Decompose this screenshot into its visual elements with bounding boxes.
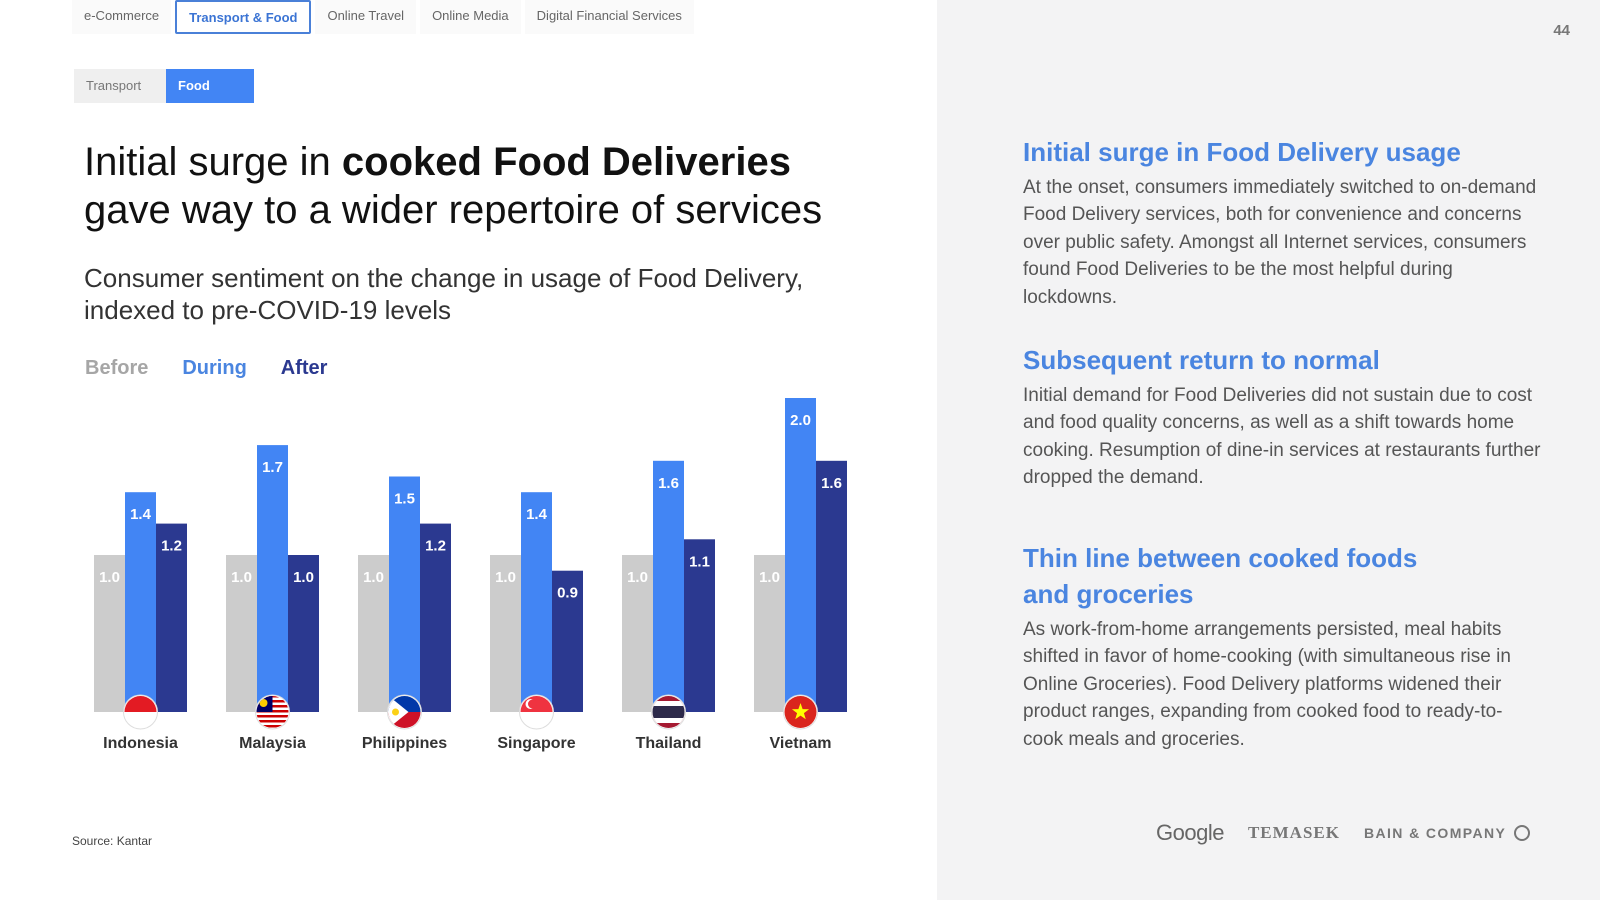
category-label-thailand: Thailand [636, 735, 702, 752]
subtab-transport[interactable]: Transport [74, 69, 166, 103]
bar-chart: 1.0 1.4 1.2 Indonesia 1.0 1.7 1.0 Malaysia 1.0 1.… [94, 398, 847, 752]
chart-legend: Before During After [85, 357, 361, 380]
bar-before-philippines [358, 555, 389, 712]
bar-label-after-thailand: 1.1 [689, 553, 710, 570]
category-label-malaysia: Malaysia [239, 735, 306, 752]
bar-during-singapore [521, 492, 552, 712]
bar-after-vietnam [816, 460, 847, 712]
legend-during: During [182, 357, 247, 379]
indonesia-flag-icon-art [124, 696, 157, 728]
insight-section-3: Thin line between cooked foods and groce… [1023, 540, 1523, 753]
insight-body-3: As work-from-home arrangements persisted… [1023, 619, 1511, 750]
bain-mark-icon [1514, 825, 1531, 841]
bar-label-after-singapore: 0.9 [557, 585, 578, 602]
legend-before: Before [85, 357, 149, 379]
bar-before-malaysia [226, 555, 257, 712]
bar-after-singapore [552, 570, 583, 712]
thailand-flag-icon-art [652, 696, 685, 728]
tab-transport-food[interactable]: Transport & Food [175, 0, 312, 34]
tab-ecommerce[interactable]: e-Commerce [72, 0, 172, 34]
bar-label-before-singapore: 1.0 [495, 569, 516, 586]
bar-label-during-malaysia: 1.7 [262, 459, 283, 476]
insight-title-2: Subsequent return to normal [1023, 345, 1380, 375]
bar-during-thailand [653, 460, 684, 712]
bain-logo: BAIN & COMPANY [1363, 825, 1531, 841]
bar-label-during-singapore: 1.4 [526, 506, 548, 523]
singapore-flag-icon-art [520, 696, 553, 728]
insight-title-3: Thin line between cooked foods and groce… [1023, 543, 1418, 609]
bar-label-before-vietnam: 1.0 [759, 569, 780, 586]
source-note: Source: Kantar [72, 834, 153, 848]
bar-label-after-vietnam: 1.6 [821, 475, 842, 492]
bar-label-before-thailand: 1.0 [627, 569, 648, 586]
bar-during-indonesia [125, 492, 156, 712]
bar-label-during-vietnam: 2.0 [790, 412, 811, 429]
bar-label-before-indonesia: 1.0 [99, 569, 120, 586]
temasek-logo: TEMASEK [1247, 823, 1340, 842]
philippines-flag-icon-art [388, 696, 421, 728]
bar-label-before-malaysia: 1.0 [231, 569, 252, 586]
bar-label-before-philippines: 1.0 [363, 569, 384, 586]
insight-body-2: Initial demand for Food Deliveries did n… [1023, 385, 1541, 489]
main-panel: e-Commerce Transport & Food Online Trave… [72, 0, 884, 848]
bar-label-during-thailand: 1.6 [658, 475, 679, 492]
category-label-singapore: Singapore [497, 735, 575, 752]
category-tabs: e-Commerce Transport & Food Online Trave… [72, 0, 694, 34]
insight-section-1: Initial surge in Food Delivery usage At … [1023, 134, 1543, 311]
bar-before-thailand [622, 555, 653, 712]
bar-before-indonesia [94, 555, 125, 712]
bar-label-during-philippines: 1.5 [394, 491, 415, 508]
bar-during-malaysia [257, 445, 288, 712]
partner-logos: Google TEMASEK BAIN & COMPANY [1156, 818, 1531, 848]
sub-tabs: Transport Food [74, 69, 254, 103]
category-label-philippines: Philippines [362, 735, 447, 752]
bar-during-vietnam [785, 398, 816, 712]
insight-section-2: Subsequent return to normal Initial dema… [1023, 342, 1543, 492]
category-label-vietnam: Vietnam [770, 735, 832, 752]
insight-body-1: At the onset, consumers immediately swit… [1023, 177, 1537, 308]
vietnam-flag-icon-art [784, 696, 817, 728]
tab-digital-financial-services[interactable]: Digital Financial Services [524, 0, 694, 34]
bar-label-after-indonesia: 1.2 [161, 538, 182, 555]
bar-after-indonesia [156, 523, 187, 712]
side-panel [937, 0, 1600, 900]
tab-online-media[interactable]: Online Media [420, 0, 521, 34]
bar-after-thailand [684, 539, 715, 712]
title-part-2: gave way to a wider repertoire of servic… [84, 188, 823, 232]
insight-title-1: Initial surge in Food Delivery usage [1023, 137, 1461, 167]
bar-after-philippines [420, 523, 451, 712]
subtab-food[interactable]: Food [166, 69, 254, 103]
category-label-indonesia: Indonesia [103, 735, 178, 752]
bain-logo-text: BAIN & COMPANY [1363, 825, 1507, 841]
bar-after-malaysia [288, 555, 319, 712]
bar-during-philippines [389, 476, 420, 712]
bar-before-vietnam [754, 555, 785, 712]
legend-after: After [280, 357, 328, 379]
title-bold: cooked Food Deliveries [341, 140, 791, 184]
chart-subtitle: Consumer sentiment on the change in usag… [84, 263, 804, 325]
bar-label-after-philippines: 1.2 [425, 538, 446, 555]
tab-online-travel[interactable]: Online Travel [315, 0, 417, 34]
page-title: Initial surge in cooked Food Deliveries … [84, 138, 884, 234]
bar-label-during-indonesia: 1.4 [130, 506, 152, 523]
bar-label-after-malaysia: 1.0 [293, 569, 314, 586]
page-number: 44 [1553, 22, 1570, 39]
title-part-1: Initial surge in [84, 140, 342, 184]
google-logo: Google [1156, 820, 1224, 845]
bar-before-singapore [490, 555, 521, 712]
